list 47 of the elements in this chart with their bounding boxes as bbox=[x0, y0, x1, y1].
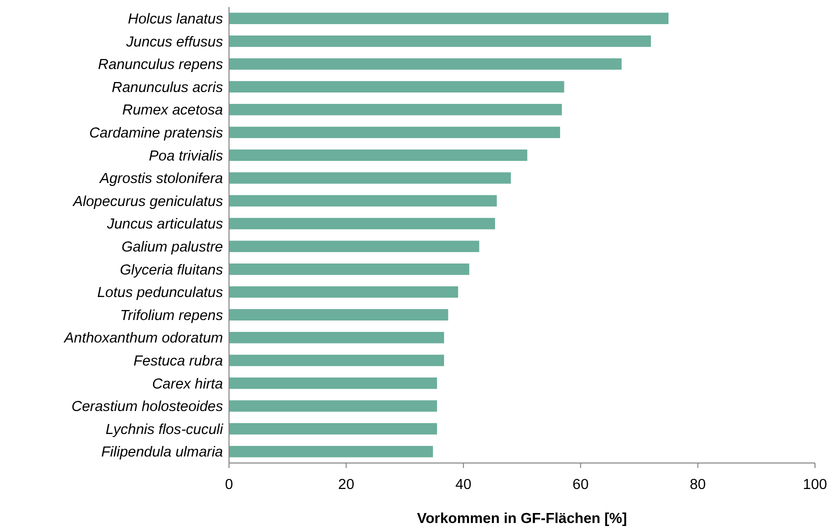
y-tick-label: Lotus pedunculatus bbox=[97, 285, 223, 302]
y-tick-label: Agrostis stolonifera bbox=[98, 171, 223, 188]
bar bbox=[229, 104, 562, 116]
bar bbox=[229, 332, 444, 344]
y-tick-label: Ranunculus repens bbox=[98, 57, 223, 74]
bar bbox=[229, 126, 560, 138]
y-tick-label: Cardamine pratensis bbox=[89, 125, 223, 142]
y-tick-label: Juncus articulatus bbox=[106, 216, 223, 233]
y-tick-label: Juncus effusus bbox=[125, 34, 223, 50]
bar bbox=[229, 400, 438, 412]
bar bbox=[229, 378, 438, 389]
y-tick-label: Lychnis flos-cuculi bbox=[106, 422, 224, 438]
y-tick-label: Cerastium holosteoides bbox=[71, 399, 223, 416]
x-tick-label: 80 bbox=[690, 477, 706, 493]
bar bbox=[229, 172, 511, 184]
y-tick-label: Poa trivialis bbox=[148, 148, 223, 164]
y-tick-label: Trifolium repens bbox=[120, 308, 223, 324]
y-tick-label: Galium palustre bbox=[121, 239, 223, 256]
x-tick-label: 20 bbox=[338, 477, 354, 493]
bar bbox=[229, 195, 497, 206]
y-tick-label: Anthoxanthum odoratum bbox=[63, 330, 223, 347]
bar bbox=[229, 423, 438, 434]
bar bbox=[229, 240, 480, 252]
bar bbox=[229, 309, 448, 320]
bar bbox=[229, 58, 622, 70]
bar bbox=[229, 150, 528, 161]
bar bbox=[229, 218, 496, 230]
y-tick-label: Filipendula ulmaria bbox=[101, 444, 223, 461]
bar bbox=[229, 264, 470, 275]
y-tick-label: Glyceria fluitans bbox=[120, 262, 223, 278]
bar bbox=[229, 286, 458, 298]
x-axis-title: Vorkommen in GF-Flächen [%] bbox=[416, 511, 628, 527]
bar bbox=[229, 36, 651, 47]
y-tick-label: Rumex acetosa bbox=[122, 102, 223, 119]
bar bbox=[229, 354, 444, 366]
bar bbox=[229, 446, 433, 458]
y-tick-label: Alopecurus geniculatus bbox=[72, 194, 223, 210]
y-tick-label: Carex hirta bbox=[152, 376, 223, 392]
x-tick-label: 60 bbox=[572, 477, 589, 493]
bar bbox=[229, 81, 564, 92]
y-tick-label: Ranunculus acris bbox=[112, 80, 223, 96]
x-tick-label: 100 bbox=[802, 477, 828, 493]
y-tick-label: Festuca rubra bbox=[134, 353, 223, 370]
y-tick-label: Holcus lanatus bbox=[128, 11, 223, 28]
x-tick-label: 40 bbox=[455, 477, 472, 493]
x-tick-label: 0 bbox=[224, 477, 234, 493]
bar bbox=[229, 12, 668, 24]
